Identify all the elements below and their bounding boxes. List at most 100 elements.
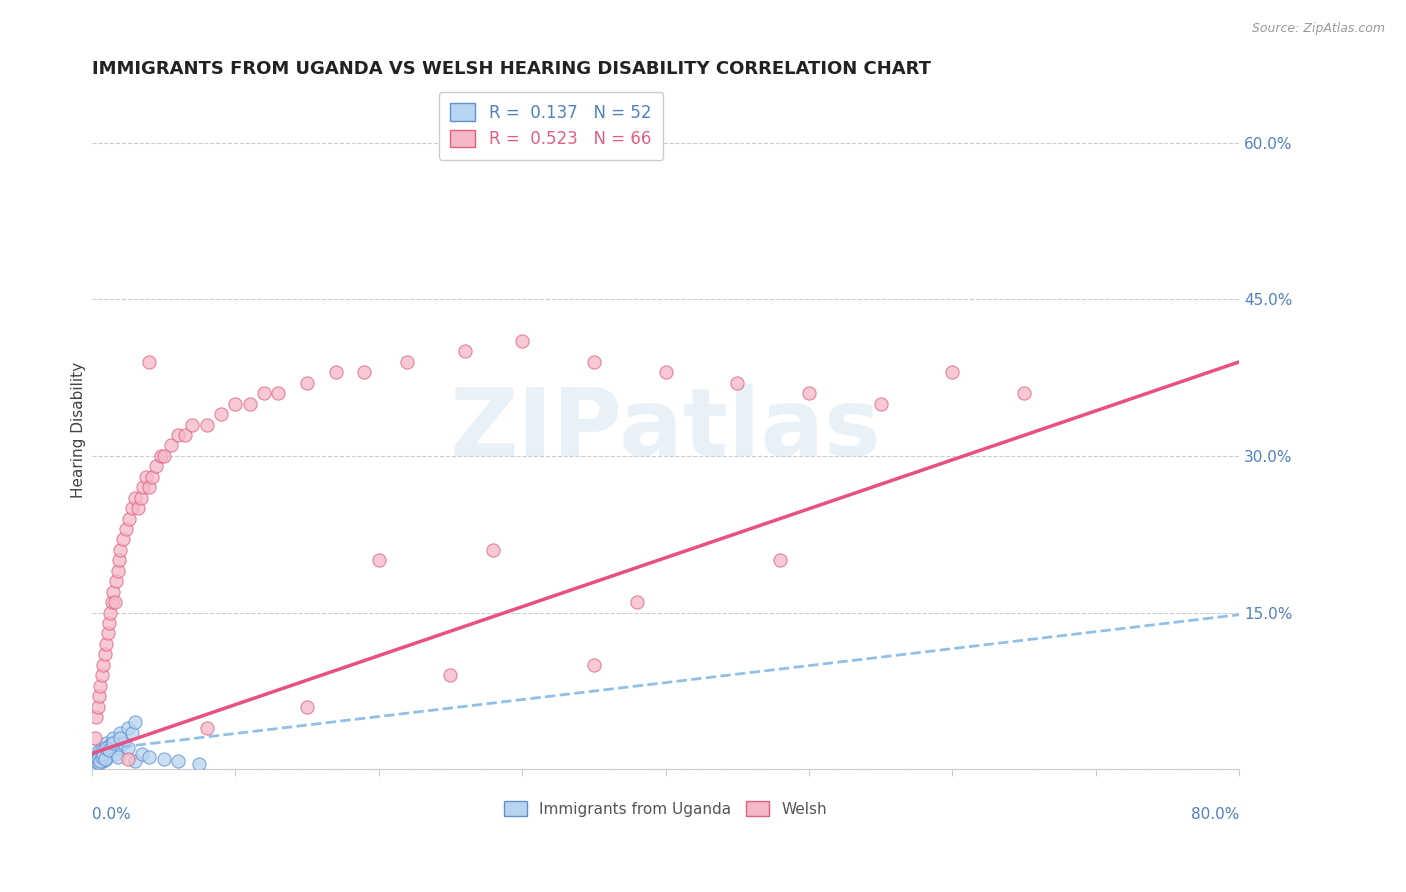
Text: 0.0%: 0.0% xyxy=(91,806,131,822)
Point xyxy=(121,501,143,516)
Point xyxy=(89,747,111,761)
Point xyxy=(91,743,114,757)
Point xyxy=(141,470,163,484)
Point xyxy=(159,438,181,452)
Point xyxy=(209,407,232,421)
Point xyxy=(121,725,143,739)
Legend: Immigrants from Uganda, Welsh: Immigrants from Uganda, Welsh xyxy=(498,795,834,822)
Point xyxy=(124,754,146,768)
Point xyxy=(91,657,114,672)
Point xyxy=(195,417,218,432)
Text: 80.0%: 80.0% xyxy=(1191,806,1239,822)
Point xyxy=(94,741,117,756)
Point xyxy=(115,522,138,536)
Point xyxy=(86,752,108,766)
Point xyxy=(86,754,108,768)
Point xyxy=(83,754,105,768)
Point xyxy=(90,741,112,756)
Point xyxy=(86,747,108,761)
Point xyxy=(253,386,276,401)
Point xyxy=(93,747,115,761)
Point xyxy=(118,511,141,525)
Point xyxy=(82,757,104,772)
Point xyxy=(117,721,139,735)
Point xyxy=(90,668,112,682)
Point xyxy=(131,747,153,761)
Point xyxy=(105,574,128,589)
Point xyxy=(166,428,188,442)
Point xyxy=(797,386,820,401)
Point xyxy=(112,533,135,547)
Point xyxy=(325,365,347,379)
Point xyxy=(1012,386,1035,401)
Point xyxy=(138,749,160,764)
Point xyxy=(89,752,111,766)
Point xyxy=(91,754,114,768)
Point xyxy=(87,749,110,764)
Point xyxy=(769,553,792,567)
Y-axis label: Hearing Disability: Hearing Disability xyxy=(72,362,86,498)
Point xyxy=(353,365,375,379)
Point xyxy=(396,355,419,369)
Point xyxy=(87,743,110,757)
Point xyxy=(135,470,157,484)
Point xyxy=(98,615,121,630)
Point xyxy=(89,679,111,693)
Point xyxy=(94,752,117,766)
Point xyxy=(98,743,121,757)
Point xyxy=(97,626,120,640)
Text: IMMIGRANTS FROM UGANDA VS WELSH HEARING DISABILITY CORRELATION CHART: IMMIGRANTS FROM UGANDA VS WELSH HEARING … xyxy=(91,60,931,78)
Point xyxy=(104,595,127,609)
Point xyxy=(367,553,389,567)
Point xyxy=(89,754,111,768)
Point xyxy=(84,710,107,724)
Point xyxy=(110,543,132,558)
Point xyxy=(82,759,104,773)
Point xyxy=(166,754,188,768)
Point xyxy=(84,756,107,770)
Point xyxy=(90,749,112,764)
Point xyxy=(224,397,246,411)
Text: ZIPatlas: ZIPatlas xyxy=(450,384,882,475)
Point xyxy=(127,501,149,516)
Point xyxy=(295,699,318,714)
Point xyxy=(91,747,114,761)
Point xyxy=(83,749,105,764)
Point xyxy=(181,417,204,432)
Point xyxy=(110,731,132,745)
Point xyxy=(100,743,122,757)
Point xyxy=(138,480,160,494)
Point xyxy=(152,449,174,463)
Point xyxy=(107,564,129,578)
Point xyxy=(101,595,124,609)
Point xyxy=(83,758,105,772)
Point xyxy=(98,739,121,754)
Point xyxy=(84,752,107,766)
Point xyxy=(267,386,290,401)
Point xyxy=(87,689,110,703)
Point xyxy=(654,365,676,379)
Point xyxy=(103,736,125,750)
Point xyxy=(725,376,748,390)
Point xyxy=(582,355,605,369)
Point xyxy=(93,648,115,662)
Point xyxy=(94,637,117,651)
Point xyxy=(195,721,218,735)
Point xyxy=(101,736,124,750)
Point xyxy=(454,344,477,359)
Point xyxy=(295,376,318,390)
Point xyxy=(117,752,139,766)
Point xyxy=(93,752,115,766)
Point xyxy=(83,731,105,745)
Point xyxy=(82,756,104,770)
Point xyxy=(869,397,891,411)
Point xyxy=(124,491,146,505)
Point xyxy=(188,757,211,772)
Point xyxy=(110,725,132,739)
Point xyxy=(149,449,172,463)
Point xyxy=(510,334,533,348)
Point xyxy=(145,459,167,474)
Point xyxy=(941,365,963,379)
Point xyxy=(239,397,262,411)
Point xyxy=(107,741,129,756)
